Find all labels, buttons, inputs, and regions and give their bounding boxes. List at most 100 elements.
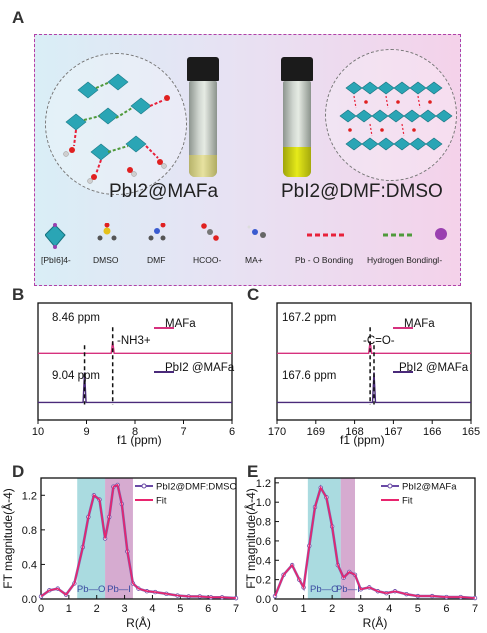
x-tick-label: 3 (122, 603, 128, 615)
x-tick-label: 2 (94, 603, 100, 615)
x-tick-label: 167 (384, 426, 402, 438)
chart-c-nmr-c: 170 169 168 167 166 165 (268, 302, 480, 438)
x-tick-label: 1 (66, 603, 72, 615)
band-label-0: Pb—O (77, 584, 106, 595)
x-tick-label: 7 (233, 603, 239, 615)
x-axis-label: R(Å) (126, 615, 151, 630)
dmf-dmso-structure-illustration (325, 49, 457, 181)
y-tick-label: 0.8 (256, 517, 271, 529)
svgC-frame (276, 302, 472, 421)
y-tick-label: 0.0 (256, 594, 271, 606)
legend-label-0: PbI2@MAFa (402, 482, 457, 493)
y-tick-label: 1.2 (256, 478, 271, 490)
legend-pbi6: [PbI6]4- (41, 255, 71, 265)
panel-label-c: C (247, 285, 260, 304)
chart-c-peak2-label: 167.6 ppm (282, 370, 337, 382)
x-tick-label: 5 (415, 603, 421, 615)
legend-ma: MA+ (245, 255, 263, 265)
y-tick-label: 1.2 (22, 490, 37, 502)
svgD-frame (40, 477, 237, 600)
dmso-molecule-icon (97, 223, 117, 241)
x-tick-label: 6 (229, 426, 235, 438)
legend-label-0: PbI2@DMF:DMSO (156, 482, 237, 493)
x-tick-label: 2 (329, 603, 335, 615)
x-tick-label: 168 (345, 426, 363, 438)
chart-b-xlabel: f1 (ppm) (117, 433, 162, 447)
mafa-network-icon (63, 73, 170, 184)
y-tick-label: 0.0 (22, 594, 37, 606)
iodide-legend-icon (435, 228, 447, 240)
x-tick-label: 10 (32, 426, 44, 438)
x-tick-label: 6 (443, 603, 449, 615)
x-tick-label: 165 (462, 426, 480, 438)
mafa-vial-image (187, 57, 219, 177)
y-tick-label: 1.0 (256, 497, 271, 509)
y-tick-label: 0.4 (22, 559, 37, 571)
formate-molecule-icon (201, 223, 219, 241)
dmf-dmso-vial-image (281, 57, 313, 177)
chart-c-xlabel: f1 (ppm) (340, 433, 385, 447)
band-1 (105, 478, 133, 599)
dmf-molecule-icon (148, 223, 166, 241)
y-tick-label: 0.2 (256, 575, 271, 587)
x-tick-label: 5 (177, 603, 183, 615)
chart-d-exafs: Pb—O Pb—I 0 1 2 3 4 5 6 7 0.0 0.4 0.8 1.2 FT magnitude… (0, 477, 239, 630)
series-1-line (40, 483, 237, 599)
legend-symbols (45, 223, 447, 249)
x-tick-label: 9 (83, 426, 89, 438)
band-label-0: Pb—O (310, 584, 339, 595)
panel-label-b: B (12, 285, 25, 304)
x-tick-label: 7 (472, 603, 478, 615)
x-tick-label: 7 (180, 426, 186, 438)
caption-pbi2-mafa: PbI2@MAFa (109, 181, 219, 202)
x-tick-label: 0 (38, 603, 44, 615)
panel-label-e: E (247, 462, 259, 481)
chart-c-peak1-label: 167.2 ppm (282, 312, 337, 324)
legend-dmso: DMSO (93, 255, 119, 265)
ma-molecule-icon (247, 225, 266, 238)
series-line-1 (277, 372, 471, 404)
x-tick-label: 4 (386, 603, 392, 615)
x-tick-label: 1 (301, 603, 307, 615)
x-tick-label: 0 (272, 603, 278, 615)
chart-c-annotation: -C=O- (363, 335, 395, 347)
legend-label-1: Fit (402, 496, 413, 507)
x-tick-label: 166 (423, 426, 441, 438)
band-label-1: Pb—I (107, 584, 131, 595)
x-tick-label: 169 (307, 426, 325, 438)
x-tick-label: 170 (268, 426, 286, 438)
y-tick-label: 0.6 (256, 536, 271, 548)
x-axis-label: R(Å) (363, 615, 388, 630)
chart-b-legend-pbi2: PbI2 @MAFa (165, 362, 235, 374)
x-tick-label: 8 (132, 426, 138, 438)
legend-marker-0 (387, 483, 393, 489)
legend-hbond: Hydrogen Bonding (367, 255, 438, 265)
chart-c-legend-mafa: MAFa (404, 318, 435, 330)
chart-e-exafs: Pb—OPb—I 0 1 2 3 4 5 6 7 0.0 0.2 0.4 0.6 0.8 1.0 1.2FT … (243, 477, 478, 630)
panel-label-a: A (12, 8, 25, 27)
chart-b-nmr-h: 10 9 8 7 6 (32, 302, 235, 438)
series-line-1 (38, 372, 232, 404)
legend-marker-0 (141, 483, 147, 489)
y-tick-label: 0.4 (256, 555, 271, 567)
y-axis-label: FT magnitude(Å-4) (0, 488, 15, 588)
x-tick-label: 6 (205, 603, 211, 615)
svgE-frame (274, 477, 476, 600)
series-0-line (40, 483, 237, 600)
legend-label-1: Fit (156, 496, 167, 507)
panel-label-d: D (12, 462, 25, 481)
legend-dmf: DMF (147, 255, 166, 265)
chart-c-legend-pbi2: PbI2 @MAFa (399, 362, 469, 374)
legend-iodide: I- (437, 255, 443, 265)
legend-hcoo: HCOO- (193, 255, 222, 265)
band-0 (77, 478, 106, 599)
band-1 (340, 478, 355, 599)
y-axis-label: FT magnitude(Å-4) (243, 488, 258, 588)
chain-structure-icon (339, 81, 453, 151)
caption-pbi2-dmf-dmso: PbI2@DMF:DMSO (281, 181, 443, 202)
legend-pb-o: Pb - O Bonding (295, 255, 354, 265)
band-0 (307, 478, 341, 599)
x-tick-label: 3 (358, 603, 364, 615)
series-line-0 (38, 341, 232, 355)
series-line-0 (277, 341, 471, 355)
